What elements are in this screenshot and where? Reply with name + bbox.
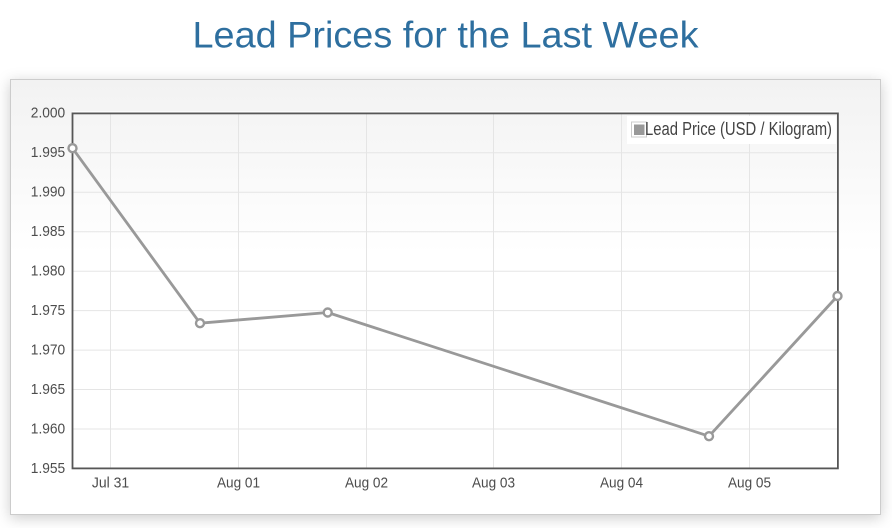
svg-text:Lead Price (USD / Kilogram): Lead Price (USD / Kilogram) bbox=[645, 119, 832, 139]
svg-text:Aug 04: Aug 04 bbox=[600, 475, 643, 492]
svg-text:Jul 31: Jul 31 bbox=[92, 475, 129, 492]
svg-text:1.995: 1.995 bbox=[31, 144, 65, 161]
svg-text:Aug 03: Aug 03 bbox=[472, 475, 515, 492]
svg-text:2.000: 2.000 bbox=[31, 105, 65, 122]
svg-text:Lead Prices for the Last Week: Lead Prices for the Last Week bbox=[193, 15, 700, 56]
svg-text:1.980: 1.980 bbox=[31, 263, 65, 280]
svg-text:1.975: 1.975 bbox=[31, 302, 65, 319]
svg-text:1.965: 1.965 bbox=[31, 381, 65, 398]
svg-text:Aug 05: Aug 05 bbox=[728, 475, 771, 492]
svg-text:1.960: 1.960 bbox=[31, 421, 65, 438]
svg-text:1.990: 1.990 bbox=[31, 184, 65, 201]
svg-text:Aug 01: Aug 01 bbox=[217, 475, 260, 492]
svg-text:1.985: 1.985 bbox=[31, 223, 65, 240]
svg-text:Aug 02: Aug 02 bbox=[345, 475, 388, 492]
svg-text:1.970: 1.970 bbox=[31, 342, 65, 359]
svg-text:1.955: 1.955 bbox=[31, 460, 65, 477]
